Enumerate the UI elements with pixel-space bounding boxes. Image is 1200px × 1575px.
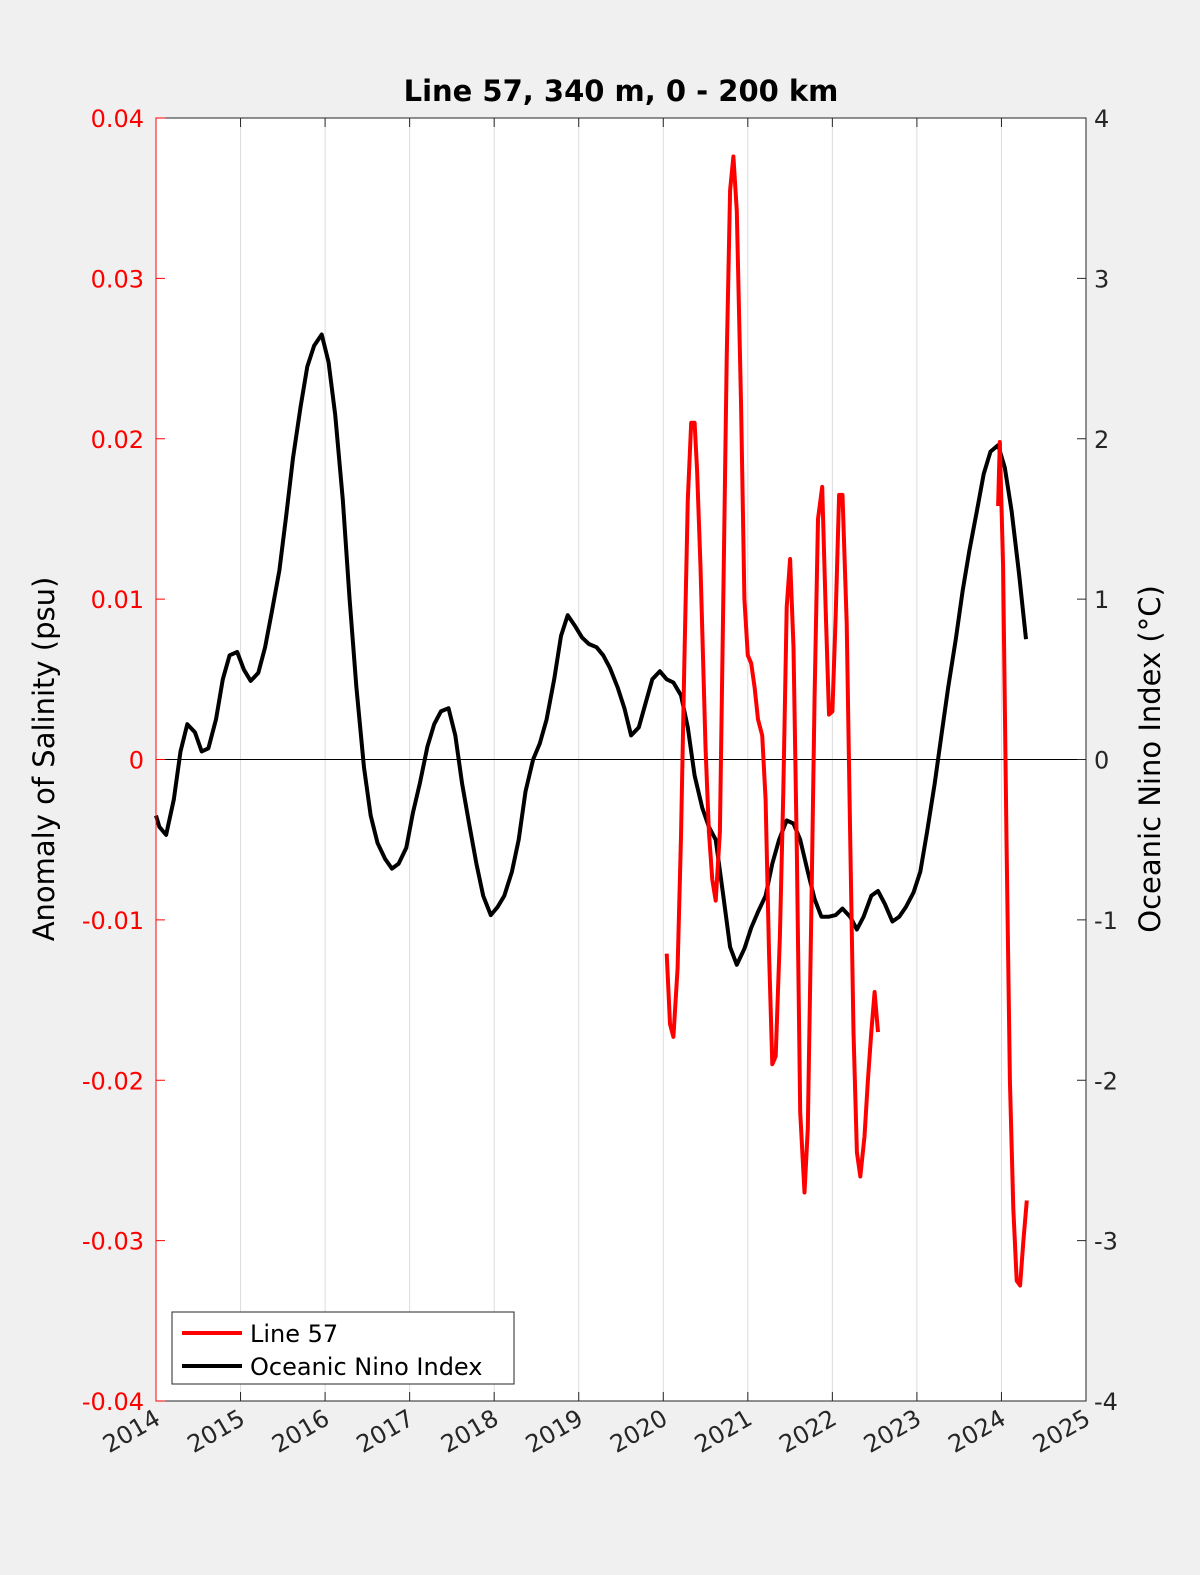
y-left-tick-label: -0.03 xyxy=(82,1228,144,1256)
y-left-tick-label: 0 xyxy=(129,747,144,775)
y-axis-left-label: Anomaly of Salinity (psu) xyxy=(27,577,61,942)
series-line-57 xyxy=(664,154,880,1195)
y-left-tick-label: 0.04 xyxy=(91,105,144,133)
y-left-tick-label: 0.01 xyxy=(91,586,144,614)
legend-label-oni: Oceanic Nino Index xyxy=(250,1353,482,1381)
legend-label-line-57: Line 57 xyxy=(250,1320,338,1348)
y-right-tick-label: 1 xyxy=(1094,586,1109,614)
y-left-tick-label: -0.01 xyxy=(82,907,144,935)
series-oceanic-nino-index xyxy=(154,332,1028,967)
y-right-tick-label: -2 xyxy=(1094,1067,1118,1095)
chart-title: Line 57, 340 m, 0 - 200 km xyxy=(404,74,839,108)
series-layer xyxy=(154,154,1029,1288)
y-left-tick-label: -0.04 xyxy=(82,1388,144,1416)
y-left-tick-label: 0.02 xyxy=(91,426,144,454)
legend: Line 57 Oceanic Nino Index xyxy=(171,1311,515,1385)
y-left-tick-label: -0.02 xyxy=(82,1067,144,1095)
y-right-tick-label: 0 xyxy=(1094,747,1109,775)
legend-box xyxy=(171,1311,515,1385)
series-line-57 xyxy=(996,440,1029,1288)
y-right-tick-label: -4 xyxy=(1094,1388,1118,1416)
y-right-tick-label: -3 xyxy=(1094,1228,1118,1256)
y-left-tick-label: 0.03 xyxy=(91,265,144,293)
y-right-tick-label: -1 xyxy=(1094,907,1118,935)
y-right-tick-label: 3 xyxy=(1094,265,1109,293)
y-axis-right-label: Oceanic Nino Index (°C) xyxy=(1133,585,1167,933)
y-right-tick-label: 2 xyxy=(1094,426,1109,454)
y-right-tick-label: 4 xyxy=(1094,105,1109,133)
